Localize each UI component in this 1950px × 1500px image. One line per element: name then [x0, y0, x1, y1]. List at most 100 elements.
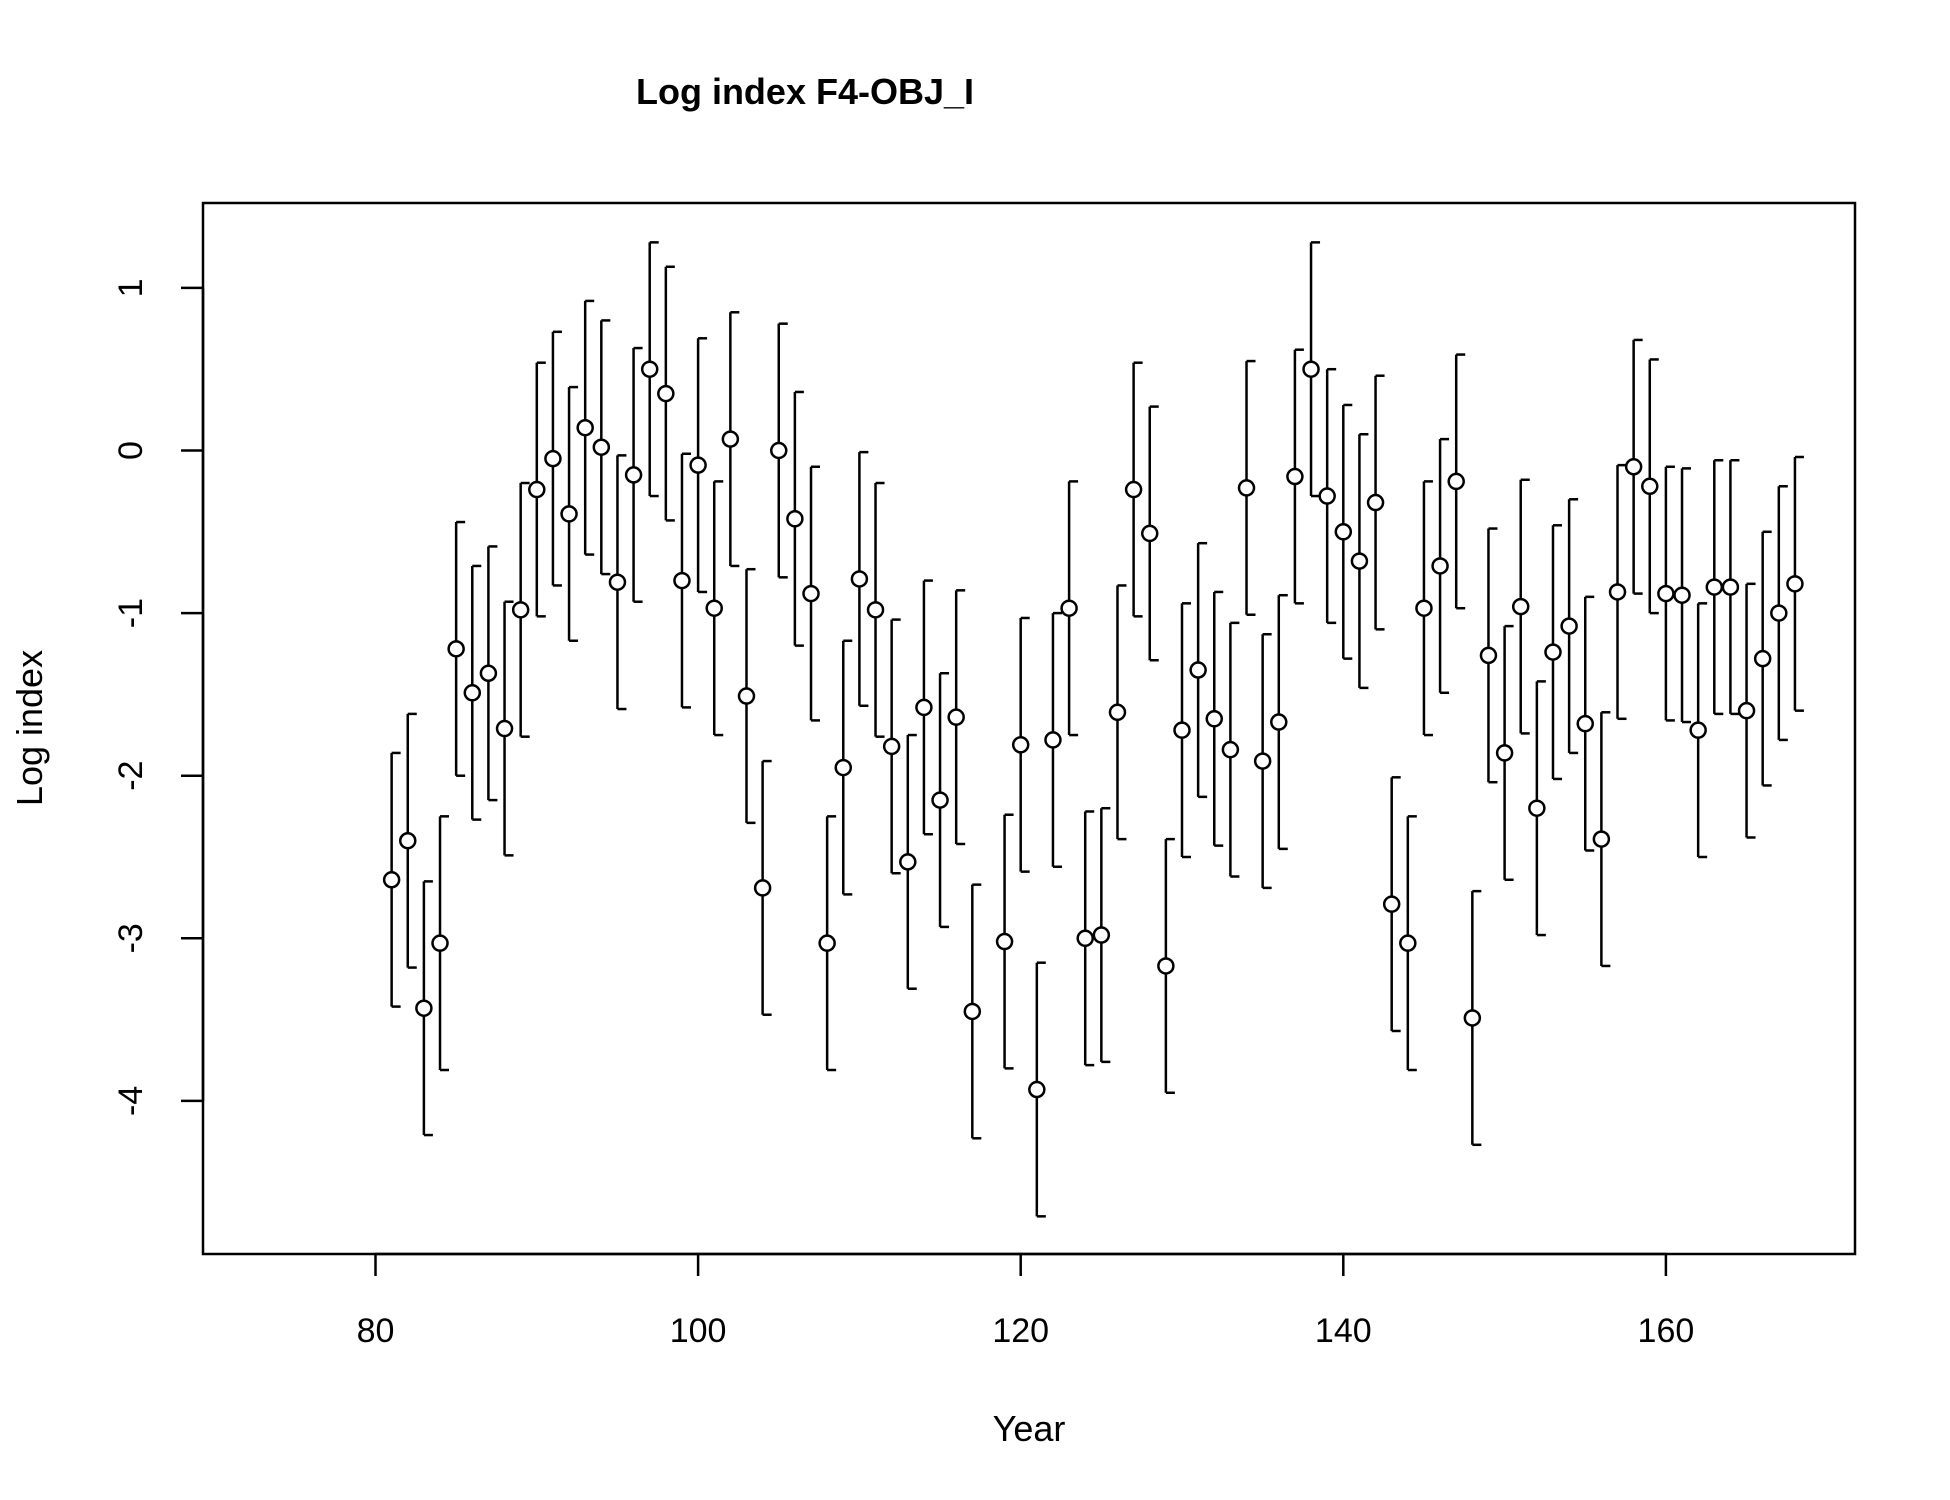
data-point [850, 570, 869, 588]
data-point [1060, 599, 1078, 617]
data-point [1431, 557, 1449, 575]
data-point [1673, 586, 1691, 604]
x-tick-label: 160 [1638, 1312, 1695, 1350]
data-point [495, 719, 514, 738]
data-point [1511, 597, 1530, 616]
plot-frame [201, 201, 1857, 1256]
x-axis: 80 100 120 140 160 [357, 1252, 1695, 1350]
y-tick-label: 1 [112, 278, 150, 297]
data-point [511, 601, 530, 619]
data-point [1560, 617, 1578, 635]
data-point [786, 510, 804, 528]
data-point [1770, 604, 1788, 622]
data-point [1076, 929, 1094, 948]
data-point [1753, 649, 1772, 668]
data-point [1528, 799, 1546, 817]
data-point [1350, 552, 1369, 570]
data-point [673, 571, 691, 590]
data-point [1318, 487, 1336, 505]
chart-title: Log index F4-OBJ_I [636, 71, 974, 112]
data-point [753, 879, 772, 897]
x-tick-label: 140 [1315, 1312, 1372, 1350]
data-point [640, 360, 659, 378]
data-point [1576, 714, 1594, 733]
y-tick-label: -2 [112, 761, 150, 791]
data-point [866, 601, 885, 619]
data-point [899, 853, 917, 871]
data-point [1270, 713, 1288, 731]
data-point [1205, 710, 1224, 728]
data-point [689, 456, 707, 474]
x-axis-label: Year [993, 1408, 1066, 1449]
data-point [931, 791, 949, 809]
data-series [382, 241, 1804, 1218]
data-point [1657, 584, 1675, 603]
data-point [1641, 477, 1659, 496]
data-point [1544, 643, 1562, 661]
y-tick-label: -1 [112, 598, 150, 628]
data-point [382, 871, 401, 889]
x-tick-label: 120 [992, 1312, 1049, 1350]
y-tick-label: -3 [112, 923, 150, 953]
data-point [1108, 703, 1127, 722]
x-tick-label: 80 [357, 1312, 395, 1350]
data-point [608, 573, 627, 591]
data-point [705, 599, 723, 617]
data-point [721, 430, 740, 448]
data-point [1608, 583, 1627, 601]
data-point [963, 1002, 982, 1021]
data-point [1092, 926, 1111, 944]
data-point [479, 664, 498, 683]
data-point [1479, 646, 1498, 665]
data-point [1124, 480, 1143, 499]
data-point [947, 708, 965, 726]
data-point [1302, 360, 1320, 378]
data-point [737, 687, 756, 705]
data-point [1044, 731, 1062, 749]
data-point [1334, 523, 1353, 541]
data-point [1028, 1080, 1046, 1099]
data-point [1366, 493, 1385, 512]
data-point [1624, 458, 1643, 476]
data-point [818, 934, 836, 952]
data-point [1737, 701, 1756, 720]
data-point [834, 758, 853, 777]
data-point [1495, 744, 1514, 762]
data-point [1253, 752, 1272, 770]
data-point [770, 441, 788, 460]
x-tick-label: 100 [670, 1312, 727, 1350]
data-point [1447, 472, 1465, 491]
data-point [1399, 934, 1417, 952]
data-point [544, 449, 562, 468]
data-point [415, 999, 433, 1017]
data-point [915, 698, 933, 717]
data-point [560, 505, 578, 523]
data-point [447, 640, 465, 658]
data-point [1463, 1009, 1482, 1027]
y-axis: -4 -3 -2 -1 0 1 [112, 278, 205, 1116]
data-point [1286, 467, 1304, 486]
data-point [1592, 830, 1611, 848]
data-point [1140, 524, 1159, 543]
data-point [1189, 661, 1207, 679]
data-point [1382, 895, 1401, 913]
data-point [1221, 740, 1240, 759]
data-point [399, 831, 417, 850]
data-point [995, 932, 1014, 951]
data-point [1721, 578, 1740, 596]
y-tick-label: 0 [112, 441, 150, 460]
data-point [576, 418, 594, 437]
data-point [463, 684, 482, 702]
data-point [657, 384, 675, 403]
data-point [802, 584, 820, 603]
y-axis-label: Log index [9, 650, 50, 806]
data-point [1705, 578, 1724, 596]
data-point [624, 466, 643, 484]
data-point [1689, 721, 1707, 739]
data-point [1786, 575, 1804, 593]
data-point [1011, 736, 1030, 754]
data-point [528, 480, 546, 499]
data-point [592, 438, 611, 456]
data-point [1237, 479, 1256, 497]
